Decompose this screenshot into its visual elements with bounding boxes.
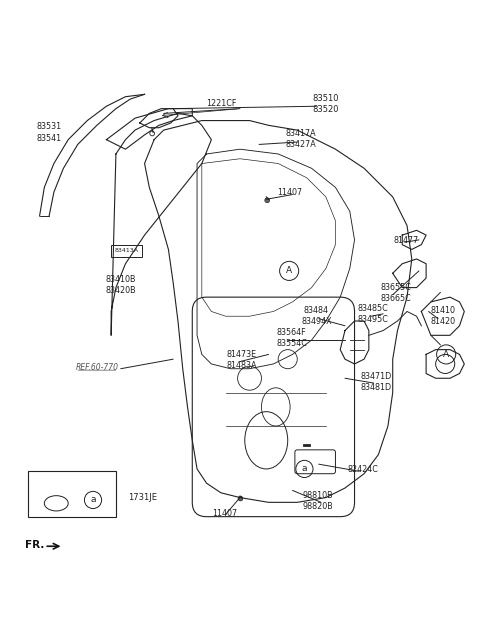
Text: A: A [286,266,292,275]
Text: 83531
83541: 83531 83541 [36,123,61,143]
Text: 81477: 81477 [394,236,419,245]
Text: 11407: 11407 [277,187,303,196]
Text: 1731JE: 1731JE [128,493,156,502]
Text: 11407: 11407 [212,509,237,518]
Text: 83410B
83420B: 83410B 83420B [106,275,136,295]
Text: A: A [443,350,449,359]
Text: 83484
83494X: 83484 83494X [301,306,332,326]
Text: 1221CF: 1221CF [206,99,236,108]
Circle shape [265,198,270,203]
Text: 81473E
81483A: 81473E 81483A [227,350,257,370]
Text: 82424C: 82424C [348,465,379,474]
Text: 83485C
83495C: 83485C 83495C [357,304,388,324]
Text: a: a [301,464,307,473]
Text: FR.: FR. [25,541,45,550]
Text: a: a [90,496,96,505]
Text: 81410
81420: 81410 81420 [430,306,456,326]
Text: 83471D
83481D: 83471D 83481D [360,372,392,392]
Text: 83655C
83665C: 83655C 83665C [380,283,411,304]
Text: 83417A
83427A: 83417A 83427A [285,128,316,149]
Text: 83510
83520: 83510 83520 [312,94,339,114]
Circle shape [238,496,243,501]
Text: 83564F
83554C: 83564F 83554C [276,328,307,348]
Text: REF.60-770: REF.60-770 [75,363,119,372]
Text: 83413A: 83413A [115,248,139,253]
Text: 98810B
98820B: 98810B 98820B [302,491,333,512]
